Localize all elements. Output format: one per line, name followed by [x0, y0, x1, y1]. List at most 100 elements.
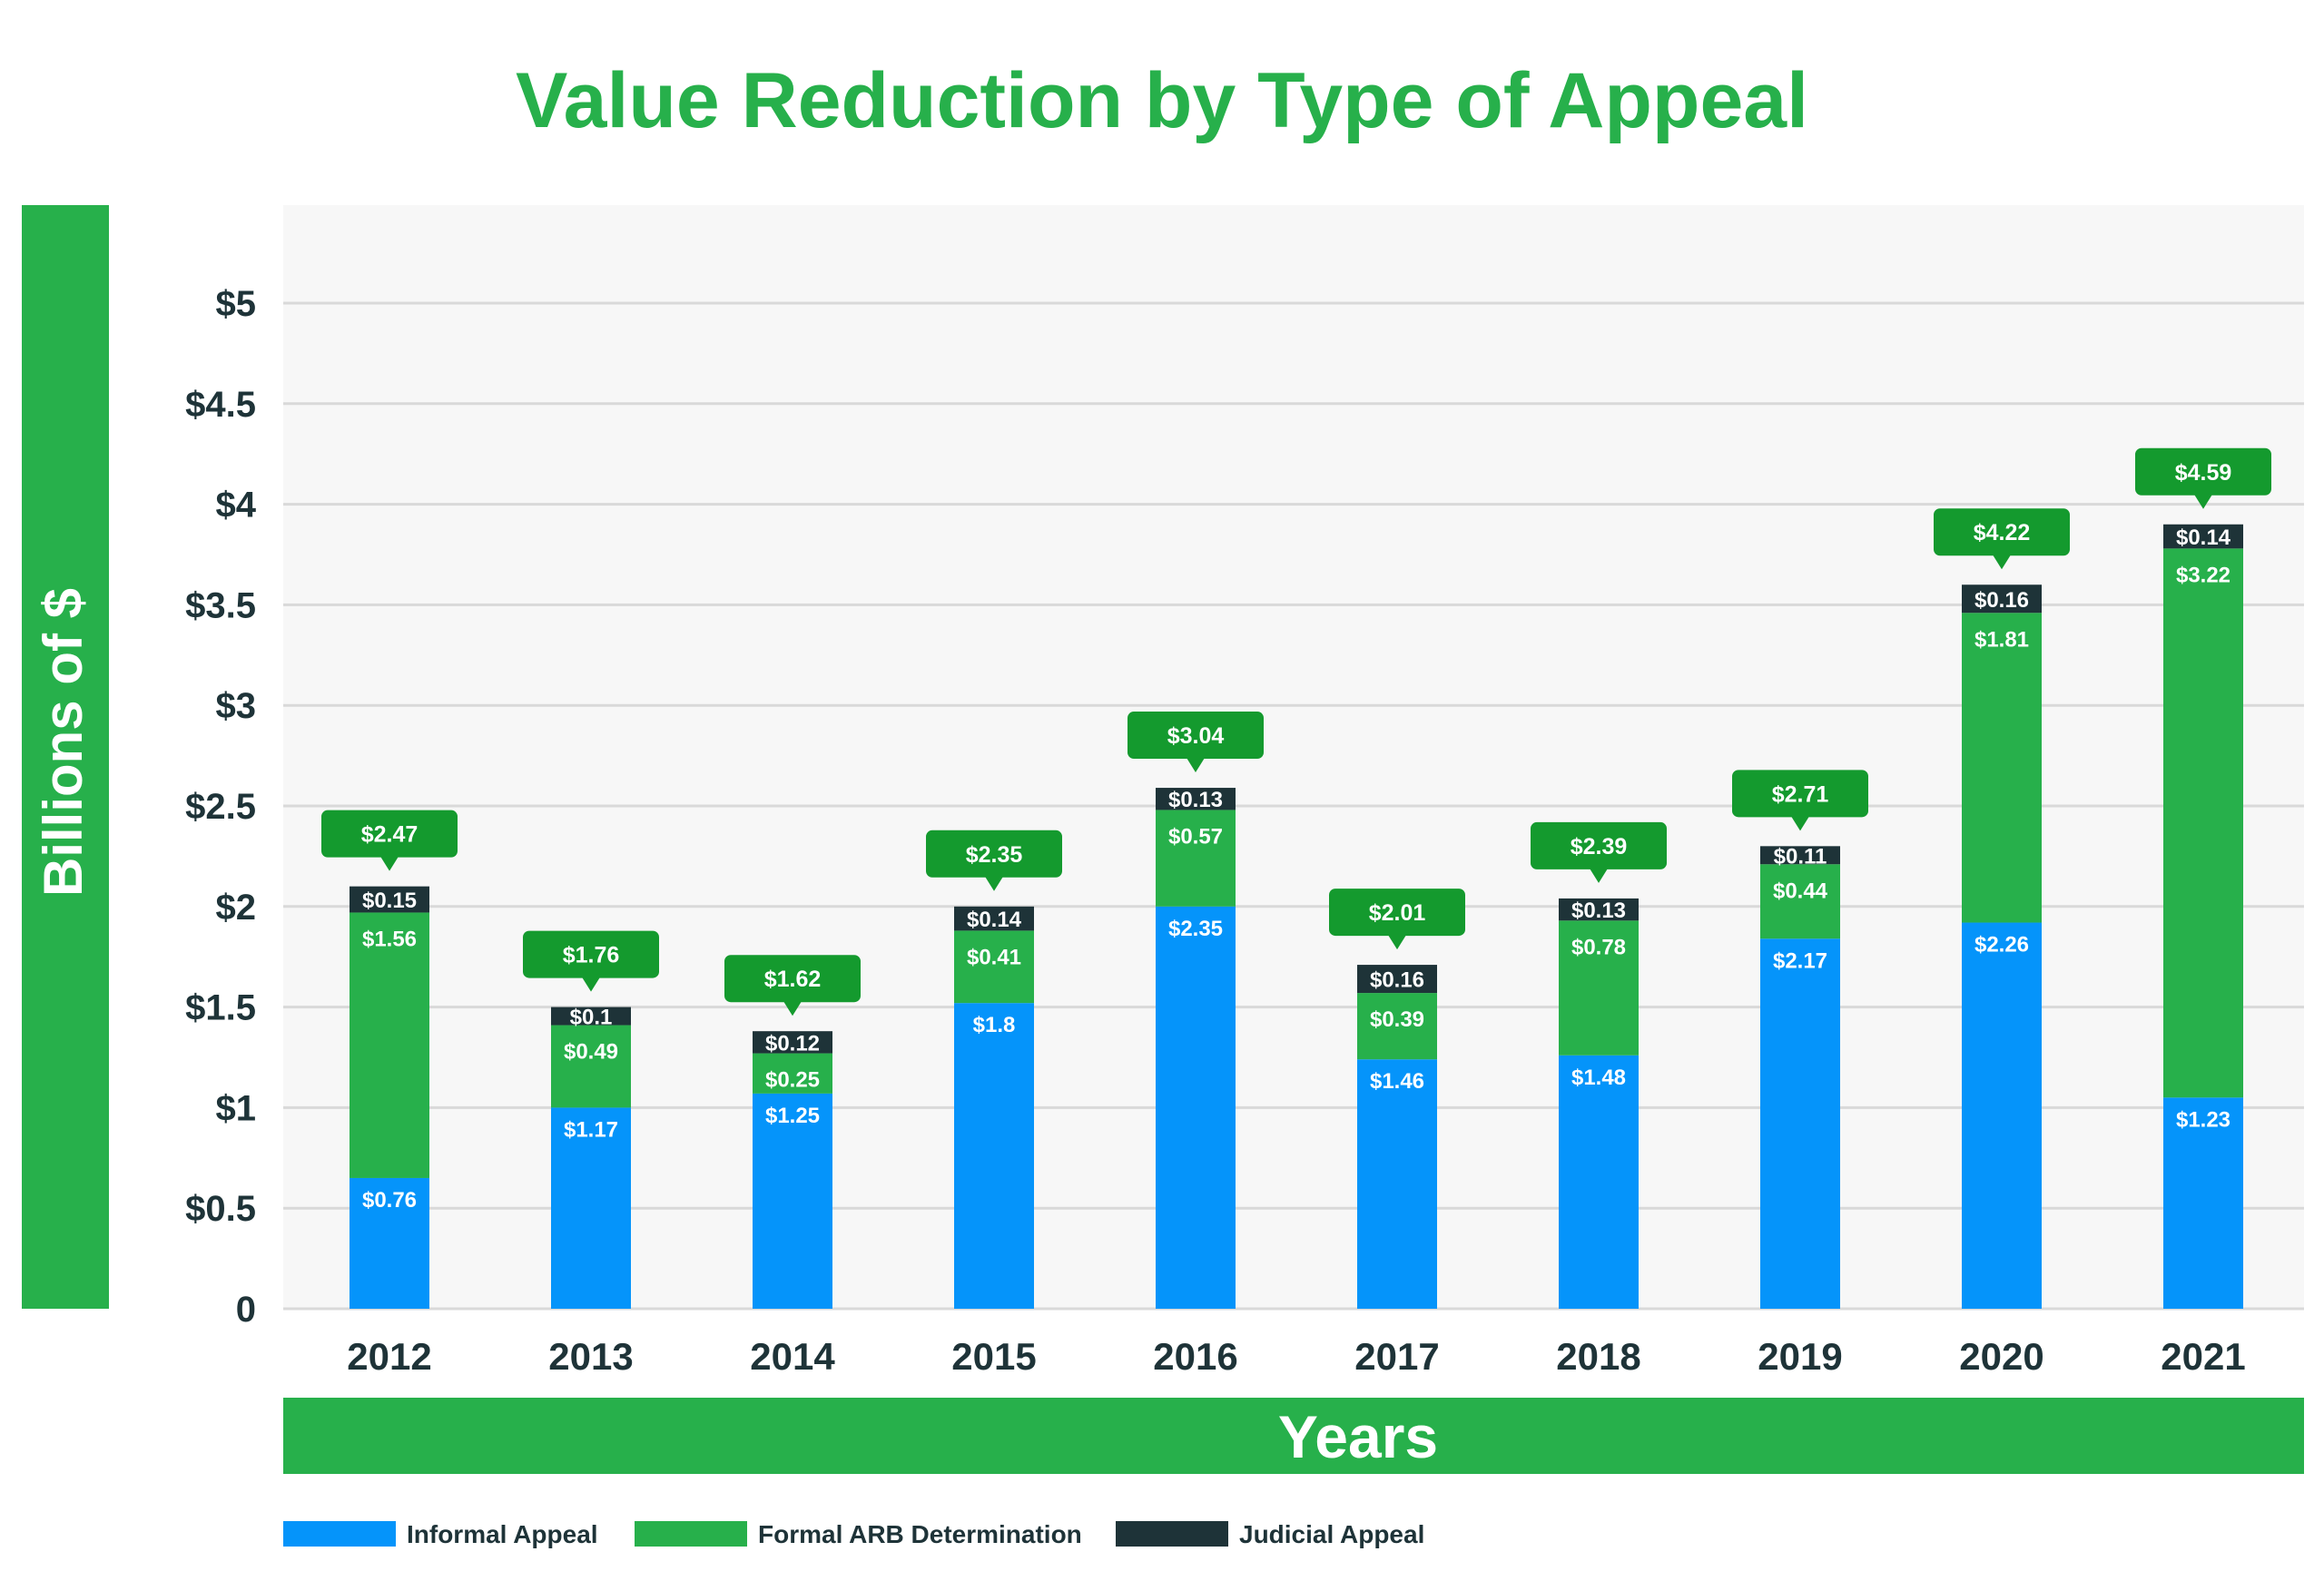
chart-title: Value Reduction by Type of Appeal: [516, 57, 1808, 144]
x-tick-label: 2017: [1354, 1335, 1439, 1378]
y-tick-label: $2: [216, 888, 257, 928]
y-axis-label-band: [22, 205, 109, 1309]
total-callout: [1329, 889, 1465, 937]
x-tick-label: 2013: [548, 1335, 633, 1378]
total-callout-pointer: [1791, 816, 1809, 831]
y-tick-label: $1: [216, 1088, 257, 1128]
total-callout: [1732, 770, 1868, 818]
bar-value-label: $1.17: [564, 1117, 618, 1142]
bar-value-label: $0.41: [967, 945, 1021, 969]
bar-segment: [1962, 584, 2042, 614]
y-axis-ticks: 0 $0.5 $1 $1.5 $2 $2.5 $3 $3.5 $4 $4.5 $5: [185, 284, 257, 1330]
bar-value-label: $0.78: [1571, 935, 1626, 959]
y-tick-label: $4.5: [185, 385, 256, 425]
bar-segment: [753, 1031, 832, 1054]
bar-value-label: $0.16: [1370, 968, 1424, 993]
bar-segment: [954, 930, 1034, 1004]
bar-value-label: $2.26: [1974, 933, 2029, 958]
bar-value-label: $0.12: [765, 1031, 820, 1056]
total-value-label: $2.01: [1369, 900, 1426, 926]
legend-item: Informal Appeal: [283, 1520, 598, 1548]
legend-swatch: [635, 1521, 747, 1547]
bar-segment: [1962, 922, 2042, 1309]
x-tick-label: 2018: [1556, 1335, 1640, 1378]
bar-value-label: $0.39: [1370, 1007, 1424, 1032]
bar-value-label: $0.25: [765, 1068, 820, 1093]
total-value-label: $2.39: [1571, 834, 1628, 859]
bar-segment: [1156, 810, 1236, 907]
bar-segment: [551, 1007, 631, 1026]
total-callout-pointer: [1993, 555, 2011, 570]
total-callout-pointer: [2194, 494, 2212, 509]
bar-segment: [1559, 920, 1639, 1056]
total-callout: [523, 930, 659, 978]
bar-value-label: $1.56: [362, 927, 417, 951]
x-tick-label: 2016: [1153, 1335, 1237, 1378]
bar-segment: [954, 1003, 1034, 1309]
total-value-label: $2.71: [1772, 781, 1829, 807]
bar-segment: [1559, 1055, 1639, 1309]
y-tick-label: $4: [216, 486, 257, 525]
x-tick-label: 2015: [951, 1335, 1036, 1378]
x-tick-label: 2014: [750, 1335, 835, 1378]
total-callout-pointer: [582, 977, 600, 992]
legend-item: Judicial Appeal: [1116, 1520, 1424, 1548]
legend-swatch: [283, 1521, 396, 1547]
bar-value-label: $1.81: [1974, 627, 2029, 652]
x-axis-label-band: [283, 1398, 2304, 1474]
x-tick-label: 2020: [1959, 1335, 2043, 1378]
bar-value-label: $1.48: [1571, 1066, 1626, 1090]
bar-value-label: $2.35: [1168, 917, 1223, 941]
bar-segment: [1760, 864, 1840, 939]
total-callout: [1531, 821, 1667, 869]
legend-item: Formal ARB Determination: [635, 1520, 1082, 1548]
legend-label: Informal Appeal: [407, 1520, 598, 1548]
bar-value-label: $1.25: [765, 1104, 820, 1128]
bar-segment: [1357, 965, 1437, 994]
bar-value-label: $0.1: [570, 1006, 613, 1030]
bar-segment: [753, 1053, 832, 1094]
bar-value-label: $0.14: [2176, 525, 2231, 550]
y-tick-label: $0.5: [185, 1189, 256, 1229]
total-callout-pointer: [380, 856, 399, 871]
y-tick-label: $3: [216, 686, 257, 726]
bar-value-label: $0.16: [1974, 588, 2029, 613]
bar-segment: [1357, 1059, 1437, 1309]
bar-segment: [2163, 548, 2243, 1098]
y-tick-label: 0: [236, 1290, 256, 1330]
bar-segment: [753, 1093, 832, 1309]
bar-value-label: $1.8: [973, 1013, 1016, 1037]
legend-label: Formal ARB Determination: [758, 1520, 1082, 1548]
x-axis-label: Years: [1278, 1403, 1438, 1470]
total-callout: [926, 830, 1062, 878]
total-callout-pointer: [1590, 868, 1608, 883]
total-value-label: $1.76: [563, 943, 620, 968]
total-callout: [724, 955, 861, 1003]
bar-segment: [1156, 788, 1236, 810]
bar-value-label: $0.44: [1773, 879, 1828, 903]
bar-value-label: $0.13: [1168, 788, 1223, 812]
bar-segment: [350, 886, 429, 913]
bar-segment: [954, 906, 1034, 931]
y-tick-label: $5: [216, 284, 257, 324]
bar-segment: [551, 1107, 631, 1309]
total-value-label: $2.47: [361, 822, 419, 848]
bars: $0.76 $1.56 $0.15 $2.47 $1.17 $0.49 $0.1 $1.76 $…: [321, 447, 2271, 1309]
legend-label: Judicial Appeal: [1239, 1520, 1424, 1548]
bar-segment: [2163, 1097, 2243, 1309]
x-tick-label: 2012: [347, 1335, 431, 1378]
total-callout-pointer: [1388, 935, 1406, 950]
bar-value-label: $0.76: [362, 1188, 417, 1213]
total-callout: [321, 810, 458, 858]
x-tick-label: 2019: [1758, 1335, 1842, 1378]
total-value-label: $3.04: [1167, 723, 1225, 749]
bar-segment: [1156, 906, 1236, 1309]
total-value-label: $4.22: [1974, 520, 2031, 545]
bar-segment: [1962, 613, 2042, 923]
total-callout-pointer: [985, 876, 1003, 891]
x-axis-ticks: 2012 2013 2014 2015 2016 2017 2018 2019 2020 2021: [347, 1335, 2245, 1378]
bar-segment: [1559, 898, 1639, 921]
bar-value-label: $0.13: [1571, 899, 1626, 923]
y-tick-label: $2.5: [185, 787, 256, 827]
bar-value-label: $1.23: [2176, 1107, 2230, 1132]
